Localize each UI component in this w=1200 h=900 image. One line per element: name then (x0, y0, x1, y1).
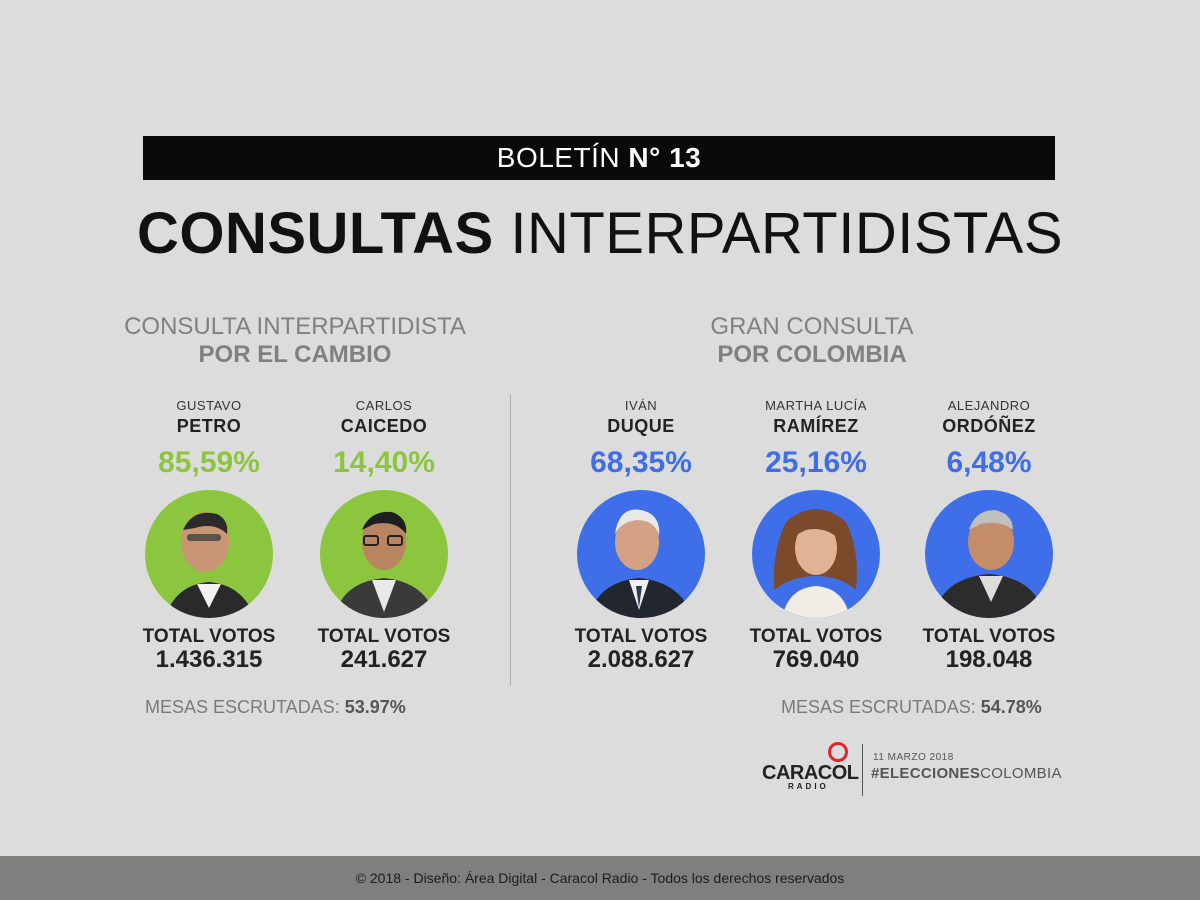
title-bold: CONSULTAS (136, 201, 494, 266)
left-consulta-title: CONSULTA INTERPARTIDISTA POR EL CAMBIO (95, 313, 495, 369)
votes-value: 241.627 (340, 646, 428, 673)
mesas-label: MESAS ESCRUTADAS: (781, 697, 976, 717)
candidate-last-name: ORDÓÑEZ (942, 416, 1036, 436)
left-title-line2: POR EL CAMBIO (198, 341, 392, 368)
candidate-photo (145, 490, 273, 618)
logo-subtext: RADIO (788, 782, 829, 791)
votes-value: 1.436.315 (155, 646, 263, 673)
section-divider (510, 394, 511, 686)
candidate-last-name: RAMÍREZ (773, 416, 859, 436)
logo-text: CARACOL (762, 762, 859, 784)
right-title-line2: POR COLOMBIA (717, 341, 907, 368)
hashtag-rest: COLOMBIA (980, 765, 1062, 782)
bulletin-bar: BOLETÍN N° 13 (143, 136, 1055, 180)
candidate-photo (577, 490, 705, 618)
votes-value: 2.088.627 (587, 646, 695, 673)
candidate-last-name: PETRO (176, 416, 242, 436)
hashtag-bold: #ELECCIONES (871, 765, 981, 782)
mesas-value: 54.78% (980, 697, 1042, 717)
caracol-radio-logo: CARACOL RADIO (762, 742, 859, 796)
brand-divider (862, 744, 863, 796)
candidate-percent: 14,40% (333, 446, 435, 479)
candidate-card-ordonez: ALEJANDRO ORDÓÑEZ 6,48% TOTAL VOTOS 198.… (914, 398, 1064, 678)
candidate-first-name: GUSTAVO (176, 398, 242, 413)
candidate-last-name: CAICEDO (340, 416, 428, 436)
votes-label: TOTAL VOTOS (749, 626, 883, 647)
right-mesas-escrutadas: MESAS ESCRUTADAS: 54.78% (781, 697, 1042, 718)
candidate-first-name: IVÁN (624, 398, 658, 413)
hashtag: #ELECCIONESCOLOMBIA (871, 765, 1062, 782)
candidate-first-name: ALEJANDRO (947, 398, 1031, 413)
candidate-first-name: MARTHA LUCÍA (765, 398, 867, 413)
footer-text: © 2018 - Diseño: Área Digital - Caracol … (355, 870, 845, 886)
candidate-last-name: DUQUE (607, 416, 675, 436)
candidate-card-petro: GUSTAVO PETRO 85,59% TOTAL VOTOS 1.436.3… (134, 398, 284, 678)
candidate-photo (320, 490, 448, 618)
votes-label: TOTAL VOTOS (574, 626, 708, 647)
mesas-value: 53.97% (344, 697, 406, 717)
candidate-first-name: CARLOS (355, 398, 413, 413)
candidate-percent: 85,59% (158, 446, 260, 479)
votes-label: TOTAL VOTOS (317, 626, 451, 647)
mesas-label: MESAS ESCRUTADAS: (145, 697, 340, 717)
footer: © 2018 - Diseño: Área Digital - Caracol … (0, 856, 1200, 900)
title-rest: INTERPARTIDISTAS (510, 201, 1064, 266)
candidate-percent: 68,35% (590, 446, 692, 479)
votes-label: TOTAL VOTOS (922, 626, 1056, 647)
right-title-line1: GRAN CONSULTA (710, 313, 914, 340)
candidate-percent: 6,48% (946, 446, 1032, 479)
right-consulta-title: GRAN CONSULTA POR COLOMBIA (612, 313, 1012, 369)
left-title-line1: CONSULTA INTERPARTIDISTA (124, 313, 466, 340)
votes-label: TOTAL VOTOS (142, 626, 276, 647)
candidate-card-caicedo: CARLOS CAICEDO 14,40% TOTAL VOTOS 241.62… (309, 398, 459, 678)
bulletin-number: N° 13 (628, 142, 702, 173)
election-date: 11 MARZO 2018 (873, 752, 954, 763)
votes-value: 198.048 (945, 646, 1033, 673)
candidate-card-ramirez: MARTHA LUCÍA RAMÍREZ 25,16% TOTAL VOTOS … (741, 398, 891, 678)
left-mesas-escrutadas: MESAS ESCRUTADAS: 53.97% (145, 697, 406, 718)
candidate-percent: 25,16% (765, 446, 867, 479)
candidate-photo (925, 490, 1053, 618)
bulletin-prefix: BOLETÍN (496, 142, 621, 173)
candidate-card-duque: IVÁN DUQUE 68,35% TOTAL VOTOS 2.088.627 (566, 398, 716, 678)
candidate-photo (752, 490, 880, 618)
logo-ring-icon (828, 742, 848, 762)
votes-value: 769.040 (772, 646, 860, 673)
page-title: CONSULTAS INTERPARTIDISTAS (0, 196, 1200, 272)
